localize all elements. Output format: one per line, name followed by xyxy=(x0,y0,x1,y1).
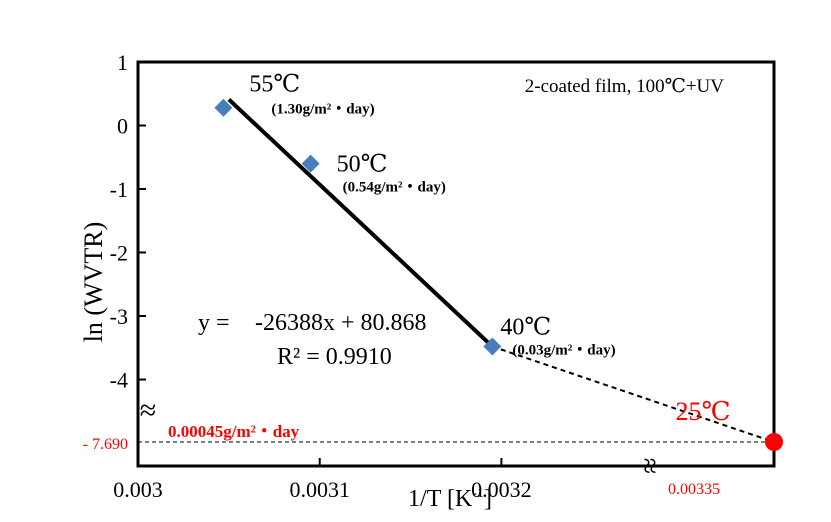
y-tick-label: 1 xyxy=(117,50,128,75)
extrapolated-x-label: 0.00335 xyxy=(668,481,720,498)
fit-line-extrapolated xyxy=(492,345,775,443)
data-point xyxy=(214,98,233,117)
y-tick-labels: 1 0 -1 -2 -3 -4 xyxy=(110,50,128,393)
extrapolated-wvtr-label: 0.00045g/m²・day xyxy=(168,422,300,441)
y-tick-label: -4 xyxy=(110,368,128,393)
extrapolated-temp-label: 25℃ xyxy=(675,397,730,426)
point-temp-label: 40℃ xyxy=(500,314,551,340)
point-wvtr-label: (0.03g/m²・day) xyxy=(512,342,615,358)
x-tick-label: 0.003 xyxy=(113,477,163,502)
r-squared: R² = 0.9910 xyxy=(277,344,392,370)
annotation-text: 2-coated film, 100℃+UV xyxy=(525,76,725,97)
y-axis-label: ln (WVTR) xyxy=(79,222,108,343)
y-tick-label: -2 xyxy=(110,241,128,266)
extrapolated-y-label: - 7.690 xyxy=(83,436,128,453)
axis-ticks xyxy=(137,61,503,466)
y-axis-break-icon: ≈ xyxy=(140,394,156,427)
x-tick-labels: 0.003 0.0031 0.0032 xyxy=(113,477,531,502)
point-wvtr-label: (1.30g/m²・day) xyxy=(271,102,374,118)
x-tick-label: 0.0032 xyxy=(471,477,532,502)
x-axis-break-icon: ≈ xyxy=(633,458,666,474)
data-point xyxy=(483,337,502,356)
point-wvtr-label: (0.54g/m²・day) xyxy=(343,180,446,196)
x-tick-label: 0.0031 xyxy=(289,477,350,502)
fit-line-solid xyxy=(227,98,494,348)
data-points xyxy=(214,98,502,356)
equation-body: -26388x + 80.868 xyxy=(255,310,427,336)
equation-prefix: y = xyxy=(198,310,230,336)
data-point xyxy=(301,154,320,173)
y-tick-label: -1 xyxy=(110,177,128,202)
y-tick-label: 0 xyxy=(117,114,128,139)
extrapolated-point xyxy=(765,433,783,451)
x-axis-label: 1/T [K-1] xyxy=(408,486,492,512)
y-tick-label: -3 xyxy=(110,304,128,329)
plot-frame xyxy=(136,60,776,468)
point-labels: 55℃ (1.30g/m²・day) 50℃ (0.54g/m²・day) 40℃ (0.… xyxy=(249,72,615,359)
point-temp-label: 50℃ xyxy=(337,152,388,178)
point-temp-label: 55℃ xyxy=(249,72,300,98)
